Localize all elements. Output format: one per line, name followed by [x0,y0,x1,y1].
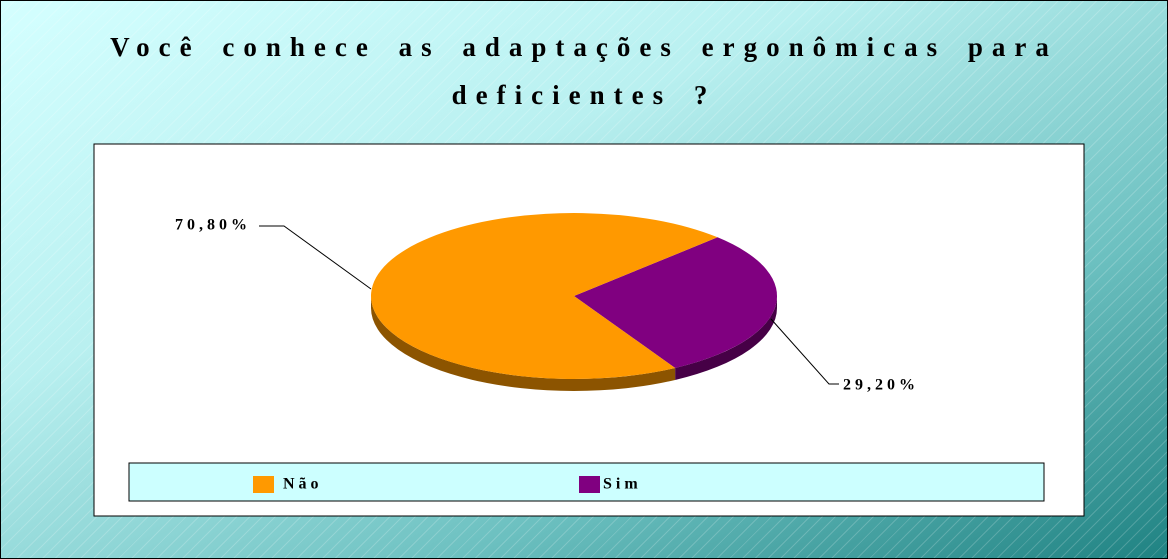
legend-swatch [579,476,600,493]
data-label: 29,20% [843,377,919,394]
legend-label: Não [283,476,323,493]
legend-label: Sim [603,476,642,493]
pie-side [675,296,777,380]
data-label: 70,80% [175,217,251,234]
chart-title: Você conhece as adaptações ergonômicas p… [110,32,1058,110]
pie-side [371,296,676,391]
pie-slice [574,237,777,368]
leader-line [259,225,372,290]
legend-swatch [253,476,274,493]
pie-slice [370,212,718,379]
leader-line [770,318,839,385]
